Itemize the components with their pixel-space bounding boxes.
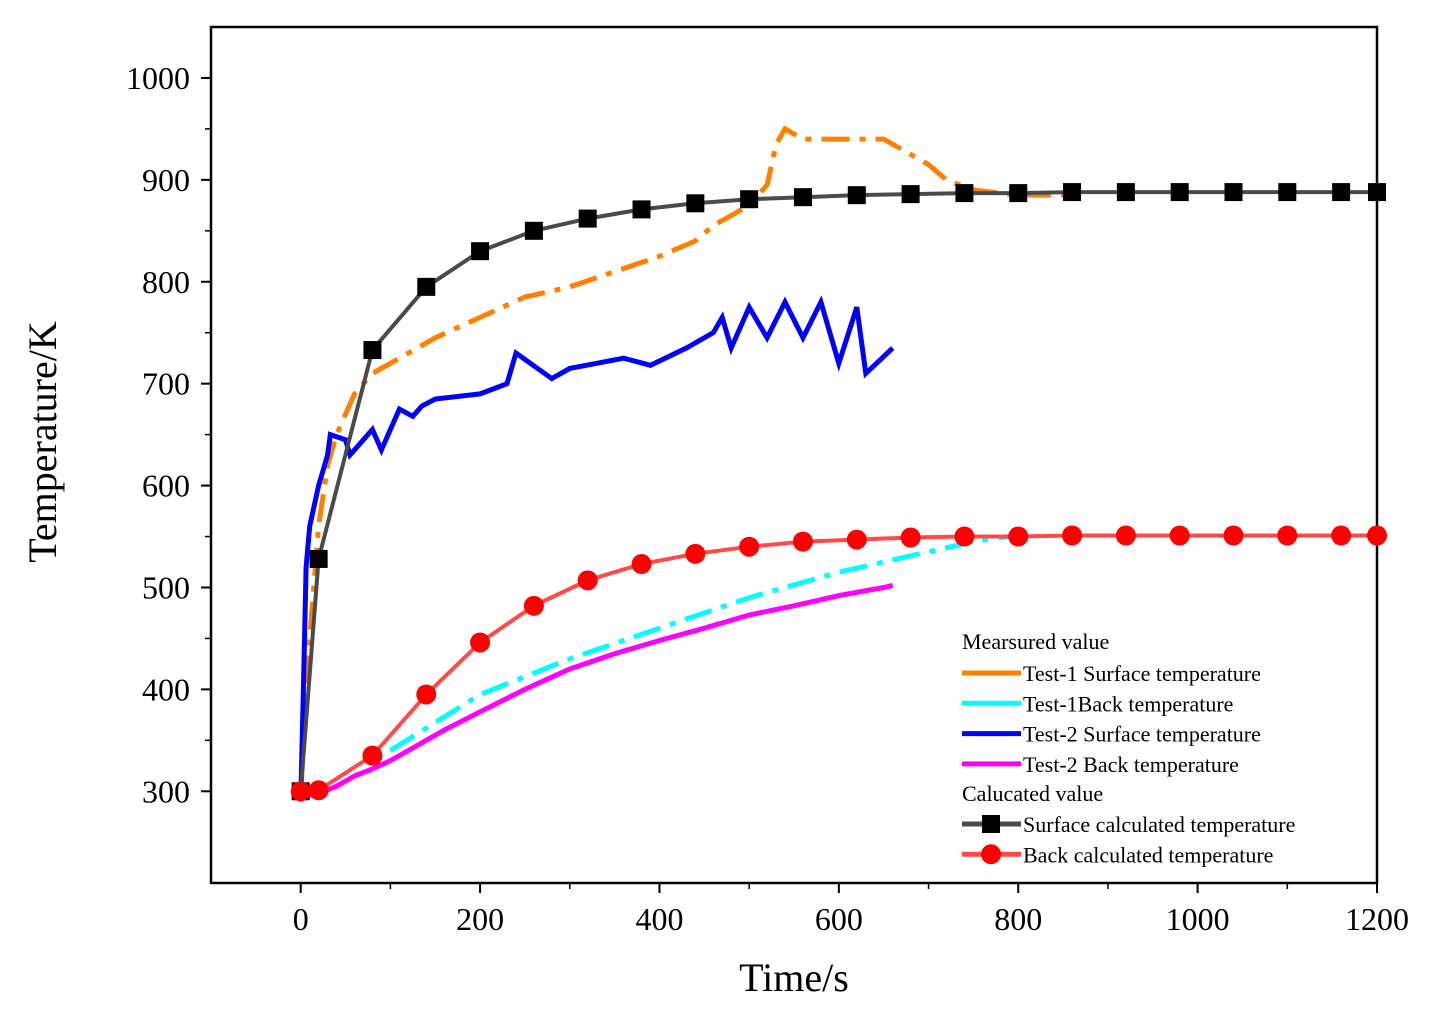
series-lines [298,125,1377,802]
y-axis-title: Temperature/K [20,321,65,563]
y-axis-ticks: 300 400 500 600 700 800 900 1000 [126,60,211,809]
legend-label: Back calculated temperature [1023,842,1273,867]
data-point-square [309,549,328,568]
x-tick-label: 400 [635,901,683,937]
data-point-circle [1223,525,1244,546]
legend-label: Test-2 Surface temperature [1023,722,1261,747]
data-point-circle [577,570,598,591]
data-point-square [363,341,382,360]
data-point-circle [1062,525,1083,546]
legend-marker-circle [981,844,1001,865]
x-tick-label: 600 [815,901,863,937]
data-point-circle [631,554,652,575]
data-point-square [1224,183,1243,202]
data-point-circle [954,526,975,547]
data-point-circle [792,531,813,552]
data-point-circle [362,745,383,766]
data-point-circle [900,527,921,548]
data-point-square [847,186,866,205]
plot-area-frame [209,25,1379,885]
data-point-circle [416,684,437,705]
data-point-circle [739,536,760,557]
legend-measured-entries: Test-1 Surface temperature Test-1Back tem… [962,661,1261,777]
data-point-circle [470,632,491,653]
y-tick-label: 400 [142,671,190,707]
x-tick-label: 800 [994,901,1042,937]
series-line-test-1back-temperature [389,534,1010,753]
data-point-circle [523,595,544,616]
series-markers [290,183,1387,802]
data-point-square [955,184,974,203]
data-point-circle [308,780,329,801]
legend-label: Test-2 Back temperature [1023,752,1239,777]
series-line-test-2-back-temperature [300,582,894,799]
y-tick-label: 600 [142,468,190,504]
legend-header-calculated: Calucated value [962,781,1103,806]
legend-label: Surface calculated temperature [1023,812,1295,837]
data-point-circle [1115,525,1136,546]
data-point-square [1009,184,1028,203]
x-axis-ticks: 0 200 400 600 800 1000 1200 [293,883,1409,937]
data-point-square [417,277,436,296]
data-point-square [1116,183,1135,202]
x-tick-label: 0 [293,901,309,937]
y-tick-label: 700 [142,366,190,402]
data-point-square [1332,183,1351,202]
legend-calculated-entries: Surface calculated temperature Back calcu… [962,812,1295,867]
legend-entry-test-1back-temperature: Test-1Back temperature [962,691,1233,716]
x-tick-label: 1000 [1166,901,1230,937]
legend-entry-back-calculated-temperature: Back calculated temperature [962,842,1273,867]
legend: Mearsured value Test-1 Surface temperatu… [962,629,1295,867]
data-point-circle [1008,526,1029,547]
y-tick-label: 900 [142,162,190,198]
legend-label: Test-1Back temperature [1023,691,1233,716]
plot-border [209,25,1379,885]
data-point-square [740,190,759,209]
data-point-square [632,200,651,219]
data-point-square [901,185,920,204]
data-point-circle [1331,525,1352,546]
data-point-circle [1367,525,1387,546]
legend-entry-test-2-back-temperature: Test-2 Back temperature [962,752,1239,777]
legend-entry-surface-calculated-temperature: Surface calculated temperature [962,812,1295,837]
data-point-square [1278,183,1297,202]
legend-entry-test-2-surface-temperature: Test-2 Surface temperature [962,722,1261,747]
data-point-square [524,221,543,240]
series-line-surface-calculated-temperature [298,190,1377,792]
data-point-square [1368,183,1386,202]
data-point-square [471,242,490,261]
data-point-circle [1277,525,1298,546]
legend-label: Test-1 Surface temperature [1023,661,1261,686]
y-tick-label: 300 [142,773,190,809]
data-point-circle [1169,525,1190,546]
data-point-circle [290,781,311,802]
x-tick-label: 200 [456,901,504,937]
data-point-square [578,209,597,228]
y-tick-label: 800 [142,264,190,300]
y-tick-label: 500 [142,569,190,605]
x-axis-title: Time/s [739,955,849,1000]
data-point-square [686,194,705,213]
legend-header-measured: Mearsured value [962,629,1109,654]
series-line-test-1-surface-temperature [298,125,1064,792]
data-point-square [793,188,812,207]
data-point-square [1063,183,1082,202]
data-point-circle [685,543,706,564]
data-point-square [1170,183,1189,202]
data-point-circle [846,529,867,550]
series-line-back-calculated-temperature [300,533,1377,794]
series-line-test-2-surface-temperature [298,295,895,802]
x-tick-label: 1200 [1345,901,1409,937]
legend-marker-square [982,815,1000,833]
y-tick-label: 1000 [126,60,190,96]
legend-entry-test-1-surface-temperature: Test-1 Surface temperature [962,661,1261,686]
